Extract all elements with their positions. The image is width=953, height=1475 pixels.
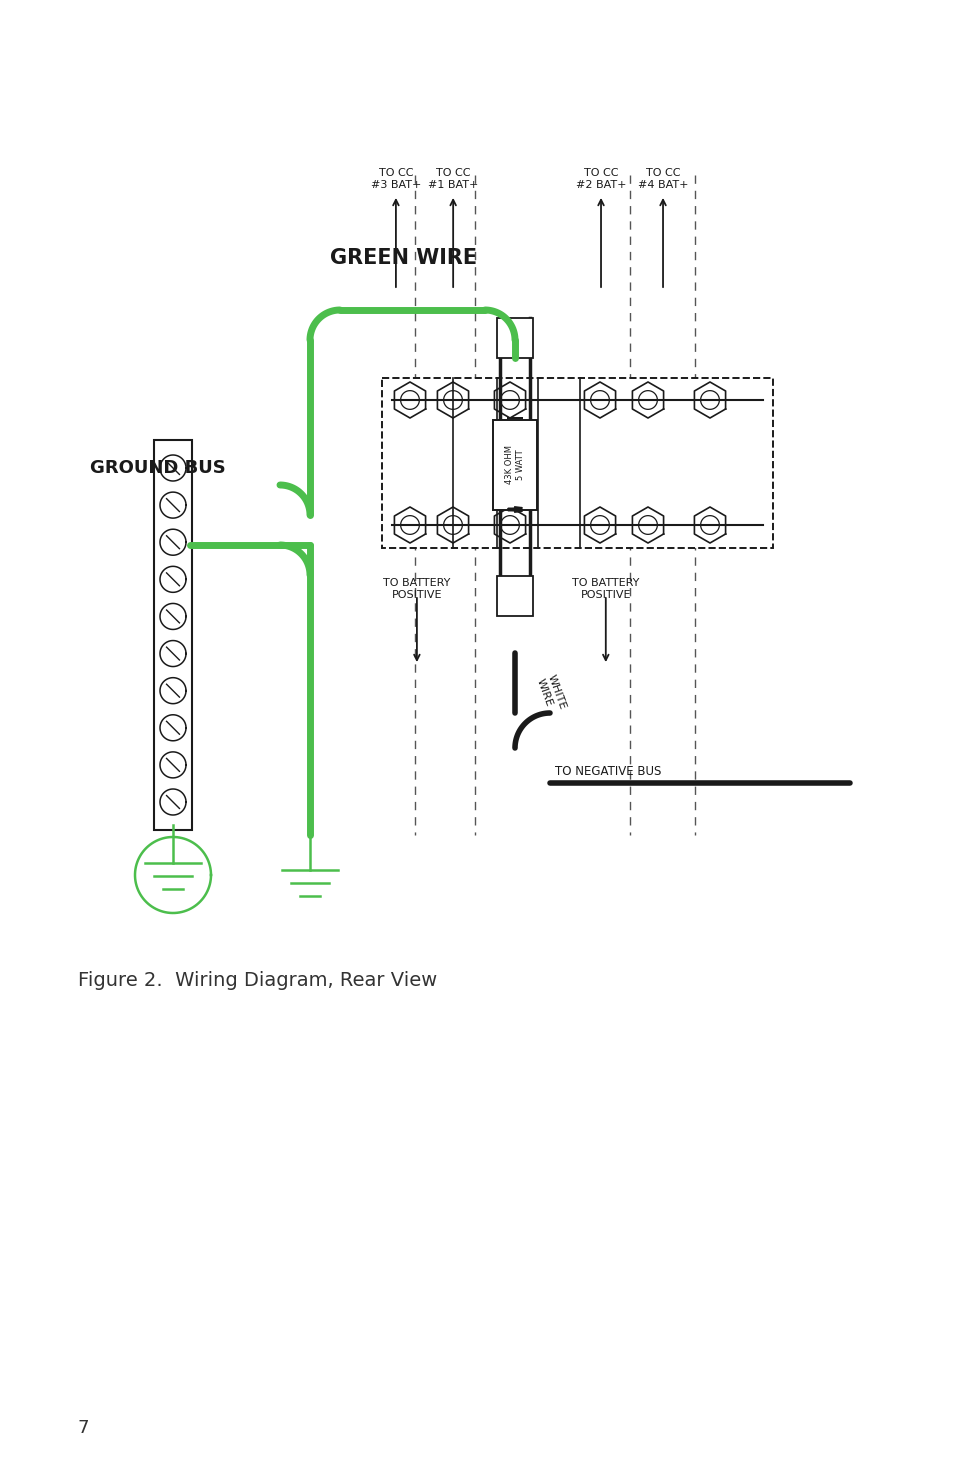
- Bar: [153, 440, 192, 830]
- Text: TO CC
#3 BAT+: TO CC #3 BAT+: [371, 168, 420, 190]
- Text: 7: 7: [78, 1419, 90, 1437]
- Bar: [493, 420, 537, 510]
- Text: TO NEGATIVE BUS: TO NEGATIVE BUS: [555, 766, 660, 777]
- Text: TO CC
#4 BAT+: TO CC #4 BAT+: [638, 168, 687, 190]
- Text: Figure 2.  Wiring Diagram, Rear View: Figure 2. Wiring Diagram, Rear View: [78, 971, 436, 990]
- Text: WHITE
WIRE: WHITE WIRE: [535, 673, 567, 714]
- Bar: [497, 577, 533, 617]
- Text: 43K OHM
5 WATT: 43K OHM 5 WATT: [505, 445, 524, 484]
- Bar: [381, 378, 772, 549]
- Text: TO CC
#1 BAT+: TO CC #1 BAT+: [428, 168, 477, 190]
- Text: TO BATTERY
POSITIVE: TO BATTERY POSITIVE: [383, 578, 450, 600]
- Bar: [497, 319, 533, 358]
- Text: TO BATTERY
POSITIVE: TO BATTERY POSITIVE: [572, 578, 639, 600]
- Text: TO CC
#2 BAT+: TO CC #2 BAT+: [576, 168, 625, 190]
- Text: GREEN WIRE: GREEN WIRE: [330, 248, 476, 268]
- Text: GROUND BUS: GROUND BUS: [90, 459, 226, 476]
